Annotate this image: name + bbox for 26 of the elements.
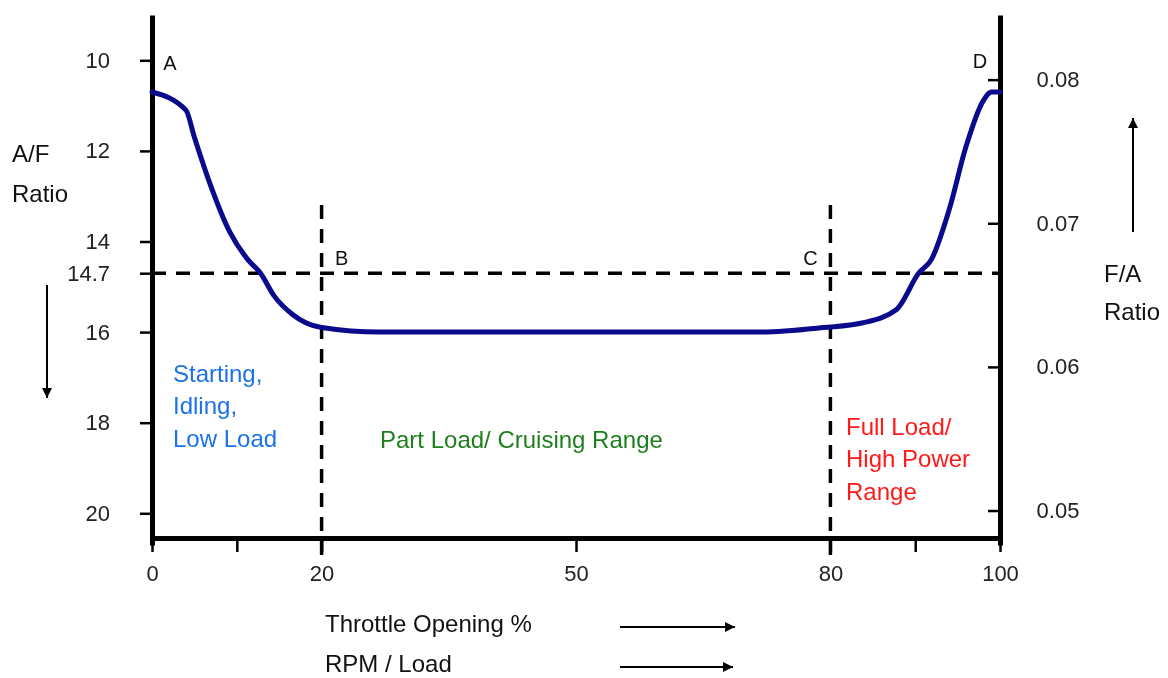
y-tick-label: 14 (85, 229, 110, 255)
annotation: D (972, 50, 988, 73)
y-tick-label: 16 (85, 319, 110, 345)
annotation: B (334, 247, 349, 270)
y-tick-label: 14.7 (67, 260, 110, 286)
y2-tick-label: 0.07 (1036, 210, 1080, 236)
y2-tick-label: 0.08 (1036, 67, 1080, 93)
y2-tick-label: 0.05 (1036, 498, 1080, 524)
x-tick-label: 0 (146, 561, 159, 587)
annotation: Starting, Idling, Low Load (173, 360, 278, 452)
x-tick-label: 50 (564, 561, 589, 587)
y-tick-label: 12 (85, 138, 110, 164)
y2-axis-title: F/A Ratio (1104, 260, 1161, 325)
y2-tick-label: 0.06 (1036, 354, 1080, 380)
x-tick-label: 20 (309, 561, 335, 587)
y-axis-title: A/F Ratio (12, 140, 69, 207)
y-tick-label: 18 (85, 410, 110, 436)
annotation: Part Load/ Cruising Range (380, 426, 663, 453)
x-axis-title: Throttle Opening % RPM / Load (325, 610, 532, 677)
x-tick-label: 100 (982, 561, 1019, 587)
annotation: Full Load/ High Power Range (846, 413, 971, 505)
x-tick-label: 80 (818, 561, 844, 587)
annotation: C (803, 247, 818, 270)
annotation: A (163, 52, 178, 75)
y-tick-label: 20 (85, 500, 110, 526)
y-tick-label: 10 (85, 47, 110, 73)
